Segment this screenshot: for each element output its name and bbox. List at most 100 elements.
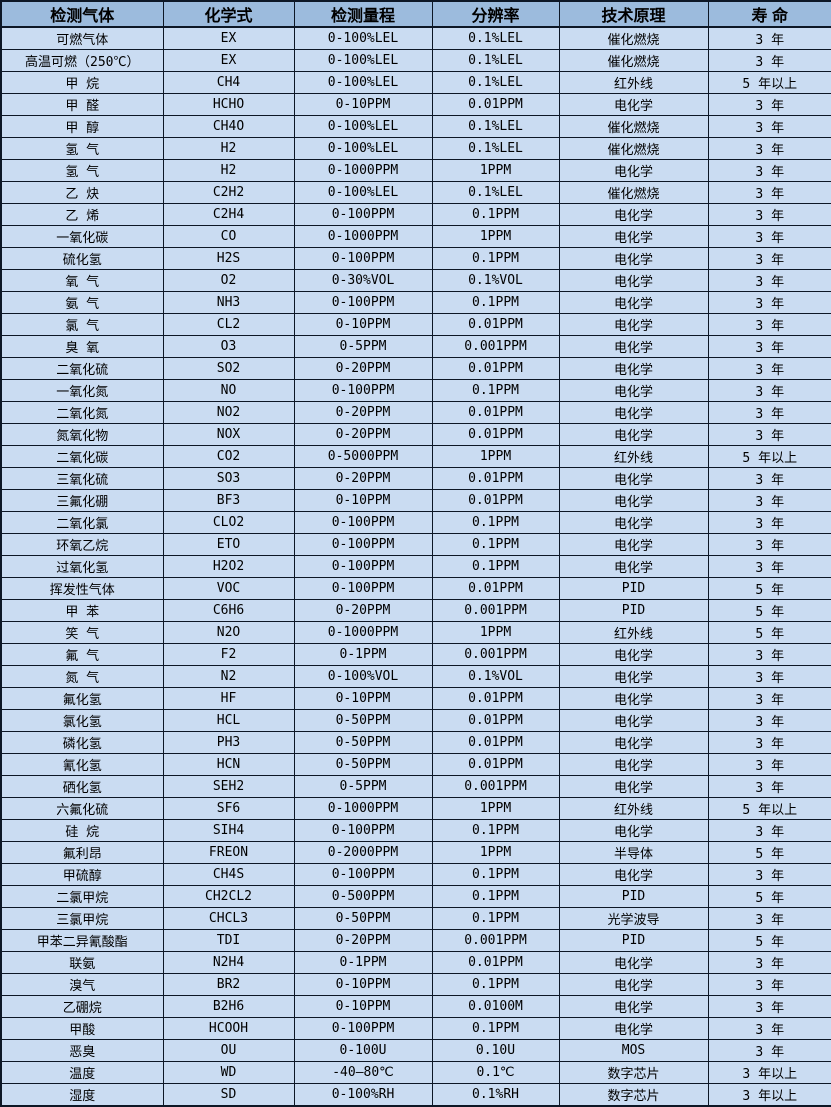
table-cell: 0-100U: [293, 1039, 433, 1062]
table-cell: 电化学: [558, 643, 709, 666]
table-cell: OU: [162, 1039, 295, 1062]
table-cell: 硒化氢: [0, 775, 164, 798]
table-cell: 电化学: [558, 753, 709, 776]
table-cell: 3 年: [707, 291, 831, 314]
table-row: 氯 气 CL2 0-10PPM 0.01PPM 电化学 3 年: [0, 313, 831, 336]
table-cell: PID: [558, 885, 709, 908]
table-cell: 0.1%VOL: [431, 269, 560, 292]
table-cell: 3 年: [707, 489, 831, 512]
table-cell: 3 年: [707, 203, 831, 226]
table-cell: 0-100%LEL: [293, 49, 433, 72]
table-row: 氨 气 NH3 0-100PPM 0.1PPM 电化学 3 年: [0, 291, 831, 314]
table-cell: SEH2: [162, 775, 295, 798]
table-cell: PID: [558, 929, 709, 952]
table-cell: 0-10PPM: [293, 313, 433, 336]
table-row: 氮氧化物 NOX 0-20PPM 0.01PPM 电化学 3 年: [0, 423, 831, 446]
table-cell: 氟利昂: [0, 841, 164, 864]
table-cell: 电化学: [558, 973, 709, 996]
table-cell: H2: [162, 137, 295, 160]
table-cell: 甲 苯: [0, 599, 164, 622]
table-cell: 3 年: [707, 533, 831, 556]
table-cell: 0-20PPM: [293, 467, 433, 490]
table-cell: 3 年: [707, 555, 831, 578]
table-cell: 乙硼烷: [0, 995, 164, 1018]
table-cell: 电化学: [558, 291, 709, 314]
table-cell: 0.1PPM: [431, 379, 560, 402]
table-cell: 0-1PPM: [293, 951, 433, 974]
table-cell: 电化学: [558, 159, 709, 182]
table-cell: 电化学: [558, 93, 709, 116]
table-row: 高温可燃（250℃） EX 0-100%LEL 0.1%LEL 催化燃烧 3 年: [0, 49, 831, 72]
table-cell: H2O2: [162, 555, 295, 578]
table-cell: CH4: [162, 71, 295, 94]
table-cell: 3 年: [707, 467, 831, 490]
table-row: 二氧化氯 CLO2 0-100PPM 0.1PPM 电化学 3 年: [0, 511, 831, 534]
table-cell: 0.0100M: [431, 995, 560, 1018]
table-cell: 数字芯片: [558, 1061, 709, 1084]
table-cell: 0.1%LEL: [431, 71, 560, 94]
table-cell: 氟化氢: [0, 687, 164, 710]
table-cell: PH3: [162, 731, 295, 754]
table-cell: 溴气: [0, 973, 164, 996]
table-row: 硒化氢 SEH2 0-5PPM 0.001PPM 电化学 3 年: [0, 775, 831, 798]
column-header: 化学式: [162, 0, 295, 28]
table-cell: N2O: [162, 621, 295, 644]
table-cell: 5 年: [707, 885, 831, 908]
table-cell: 温度: [0, 1061, 164, 1084]
table-row: 乙 炔 C2H2 0-100%LEL 0.1%LEL 催化燃烧 3 年: [0, 181, 831, 204]
table-cell: CH4O: [162, 115, 295, 138]
table-cell: 0-100PPM: [293, 1017, 433, 1040]
table-cell: 0-10PPM: [293, 995, 433, 1018]
table-cell: 电化学: [558, 555, 709, 578]
table-cell: 电化学: [558, 467, 709, 490]
table-cell: 0-10PPM: [293, 489, 433, 512]
table-cell: 电化学: [558, 775, 709, 798]
table-cell: 0.01PPM: [431, 709, 560, 732]
table-cell: 光学波导: [558, 907, 709, 930]
table-cell: HF: [162, 687, 295, 710]
table-cell: 5 年: [707, 621, 831, 644]
table-cell: 0-100PPM: [293, 863, 433, 886]
table-cell: 0-100PPM: [293, 819, 433, 842]
table-row: 氟利昂 FREON 0-2000PPM 1PPM 半导体 5 年: [0, 841, 831, 864]
table-cell: 一氧化碳: [0, 225, 164, 248]
table-cell: C2H2: [162, 181, 295, 204]
table-cell: 0.01PPM: [431, 687, 560, 710]
table-cell: 0.001PPM: [431, 599, 560, 622]
table-cell: 氧 气: [0, 269, 164, 292]
table-cell: HCL: [162, 709, 295, 732]
table-cell: 0-1PPM: [293, 643, 433, 666]
table-cell: 3 年: [707, 137, 831, 160]
table-cell: BR2: [162, 973, 295, 996]
table-cell: 红外线: [558, 71, 709, 94]
table-row: 笑 气 N2O 0-1000PPM 1PPM 红外线 5 年: [0, 621, 831, 644]
table-cell: 0-5000PPM: [293, 445, 433, 468]
table-cell: NH3: [162, 291, 295, 314]
table-cell: 电化学: [558, 665, 709, 688]
table-row: 氢 气 H2 0-100%LEL 0.1%LEL 催化燃烧 3 年: [0, 137, 831, 160]
table-cell: 硅 烷: [0, 819, 164, 842]
table-row: 一氧化碳 CO 0-1000PPM 1PPM 电化学 3 年: [0, 225, 831, 248]
table-cell: 0.1PPM: [431, 907, 560, 930]
table-cell: 3 年: [707, 995, 831, 1018]
table-cell: 0.1%LEL: [431, 181, 560, 204]
table-cell: 电化学: [558, 203, 709, 226]
table-cell: 0.1%RH: [431, 1083, 560, 1107]
table-cell: H2: [162, 159, 295, 182]
table-cell: 电化学: [558, 357, 709, 380]
table-cell: 电化学: [558, 489, 709, 512]
table-cell: 0.1%LEL: [431, 49, 560, 72]
table-cell: CHCL3: [162, 907, 295, 930]
table-cell: 3 年: [707, 907, 831, 930]
table-cell: 0.1PPM: [431, 533, 560, 556]
table-cell: 0.1%LEL: [431, 115, 560, 138]
table-cell: N2: [162, 665, 295, 688]
table-cell: PID: [558, 599, 709, 622]
table-row: 乙 烯 C2H4 0-100PPM 0.1PPM 电化学 3 年: [0, 203, 831, 226]
table-cell: 3 年: [707, 357, 831, 380]
table-cell: 六氟化硫: [0, 797, 164, 820]
table-cell: MOS: [558, 1039, 709, 1062]
table-cell: 数字芯片: [558, 1083, 709, 1107]
table-header: 检测气体 化学式 检测量程 分辨率 技术原理寿 命: [0, 0, 831, 28]
table-cell: 3 年: [707, 1039, 831, 1062]
